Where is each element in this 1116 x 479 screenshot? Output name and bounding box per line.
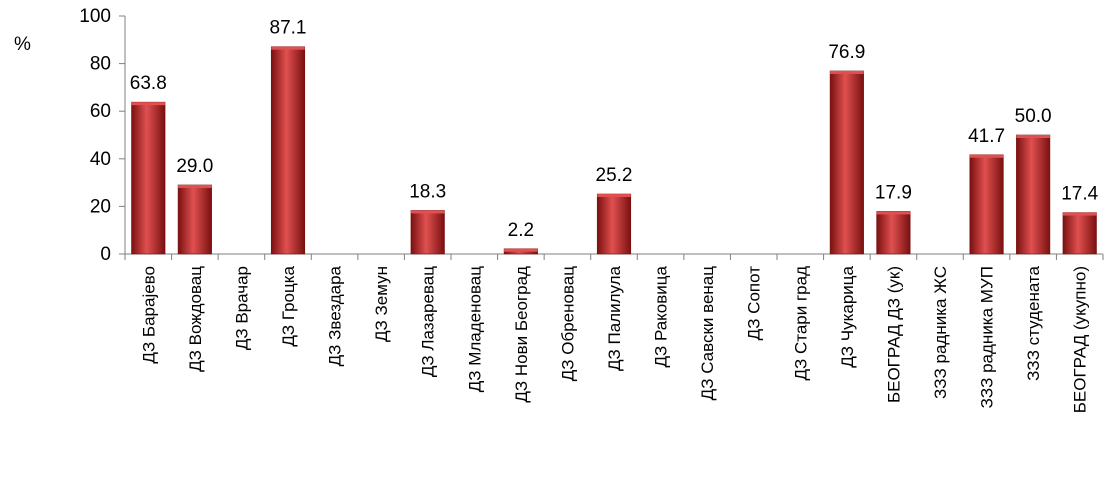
bar: [410, 210, 445, 255]
bar-value-label: 50.0: [1015, 106, 1052, 127]
bar-value-label: 2.2: [508, 220, 534, 241]
bar-value-label: 17.4: [1061, 184, 1098, 205]
category-label: ДЗ Вождовац: [186, 266, 205, 372]
bar: [969, 154, 1004, 255]
bar-top-highlight: [271, 46, 305, 50]
bar-value-labels: 63.8 29.0 87.1 18.3 2.2 25.2 76.9 17.9 41.7 50.0 1…: [130, 18, 1099, 241]
category-label: ЗЗЗ студената: [1024, 265, 1043, 380]
bar: [270, 46, 306, 255]
bar-top-highlight: [969, 154, 1004, 158]
y-tick-label: 40: [90, 149, 111, 170]
bar-value-label: 41.7: [968, 126, 1005, 147]
category-label: БЕОГРАД (укупно): [1071, 266, 1090, 413]
bar: [596, 193, 632, 255]
bar: [876, 211, 911, 255]
bar-value-label: 17.9: [875, 182, 912, 203]
category-label: ДЗ Земун: [372, 266, 391, 342]
category-label: БЕОГРАД ДЗ (ук): [884, 266, 903, 403]
category-label: ДЗ Лазаревац: [419, 266, 438, 377]
category-label: ЗЗЗ радника МУП: [978, 266, 997, 408]
bar-value-label: 87.1: [270, 18, 307, 39]
category-label: ДЗ Палилула: [605, 265, 624, 371]
bar-value-label: 29.0: [176, 156, 213, 177]
y-tick-label: 0: [100, 244, 111, 265]
bar: [829, 70, 864, 255]
bar-top-highlight: [504, 248, 538, 252]
category-label: ДЗ Стари град: [791, 266, 810, 381]
category-label: ДЗ Врачар: [232, 266, 251, 350]
category-label: ЗЗЗ радника ЖС: [931, 266, 950, 399]
category-labels: ДЗ Барајево ДЗ Вождовац ДЗ Врачар ДЗ Гроцка…: [139, 265, 1089, 413]
category-label: ДЗ Савски венац: [698, 266, 717, 401]
bar-top-highlight: [1016, 135, 1050, 138]
y-axis-unit-label: %: [14, 34, 31, 55]
category-label: ДЗ Нови Београд: [512, 266, 531, 403]
bar-top-highlight: [1062, 212, 1097, 216]
bar: [131, 101, 166, 255]
bar-top-highlight: [830, 70, 864, 74]
y-tick-label: 80: [90, 54, 111, 75]
category-label: ДЗ Сопот: [745, 266, 764, 341]
category-label: ДЗ Младеновац: [465, 266, 484, 393]
bar-value-label: 25.2: [596, 165, 633, 186]
category-label: ДЗ Чукарица: [838, 265, 857, 367]
bar: [177, 184, 212, 255]
y-tick-label: 100: [79, 6, 111, 27]
bar: [1016, 134, 1051, 255]
bar-top-highlight: [597, 194, 631, 198]
y-tick-label: 60: [90, 101, 111, 122]
category-label: ДЗ Барајево: [139, 266, 158, 364]
bar-value-label: 18.3: [409, 181, 446, 202]
bar-top-highlight: [410, 210, 445, 214]
category-label: ДЗ Гроцка: [279, 265, 298, 346]
category-label: ДЗ Звездара: [326, 265, 345, 366]
category-label: ДЗ Обреновац: [558, 266, 577, 382]
category-label: ДЗ Раковица: [652, 265, 671, 367]
y-axis-ticks: 0 20 40 60 80 100: [79, 6, 125, 265]
bar-value-label: 76.9: [828, 42, 865, 63]
bars: [131, 46, 1097, 255]
bar-top-highlight: [131, 102, 166, 106]
bar-top-highlight: [178, 184, 212, 188]
y-tick-label: 20: [90, 196, 111, 217]
bar-top-highlight: [876, 211, 911, 215]
bar: [1062, 212, 1097, 255]
bar-value-label: 63.8: [130, 73, 167, 94]
